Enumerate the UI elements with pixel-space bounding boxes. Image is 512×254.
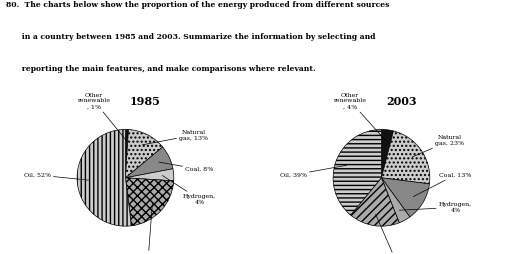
Wedge shape [125, 169, 174, 181]
Text: in a country between 1985 and 2003. Summarize the information by selecting and: in a country between 1985 and 2003. Summ… [6, 33, 376, 41]
Wedge shape [381, 130, 393, 178]
Text: Hydrogen,
4%: Hydrogen, 4% [399, 202, 472, 213]
Wedge shape [125, 130, 129, 178]
Text: Other
renewable
, 4%: Other renewable , 4% [334, 93, 386, 141]
Text: Nuclear,
17%: Nuclear, 17% [376, 214, 409, 254]
Wedge shape [381, 178, 410, 223]
Text: Hydrogen,
4%: Hydrogen, 4% [162, 176, 216, 205]
Wedge shape [351, 178, 399, 226]
Wedge shape [381, 178, 430, 217]
Text: Other
renewable
, 1%: Other renewable , 1% [78, 93, 126, 141]
Text: Coal, 13%: Coal, 13% [413, 172, 472, 197]
Text: Oil, 39%: Oil, 39% [280, 165, 347, 178]
Text: Oil, 52%: Oil, 52% [24, 172, 89, 180]
Wedge shape [125, 178, 174, 226]
Wedge shape [125, 147, 173, 178]
Wedge shape [333, 130, 381, 215]
Wedge shape [125, 130, 163, 178]
Wedge shape [381, 131, 430, 184]
Text: Coal, 8%: Coal, 8% [159, 162, 214, 172]
Text: 80.  The charts below show the proportion of the energy produced from different : 80. The charts below show the proportion… [6, 1, 390, 9]
Text: reporting the main features, and make comparisons where relevant.: reporting the main features, and make co… [6, 65, 316, 73]
Text: 2003: 2003 [387, 96, 417, 107]
Text: Nuclear,
22%: Nuclear, 22% [135, 203, 161, 254]
Wedge shape [77, 130, 132, 226]
Text: Natural
gas, 23%: Natural gas, 23% [412, 135, 464, 157]
Text: 1985: 1985 [130, 96, 161, 107]
Text: Natural
gas, 13%: Natural gas, 13% [142, 130, 208, 145]
